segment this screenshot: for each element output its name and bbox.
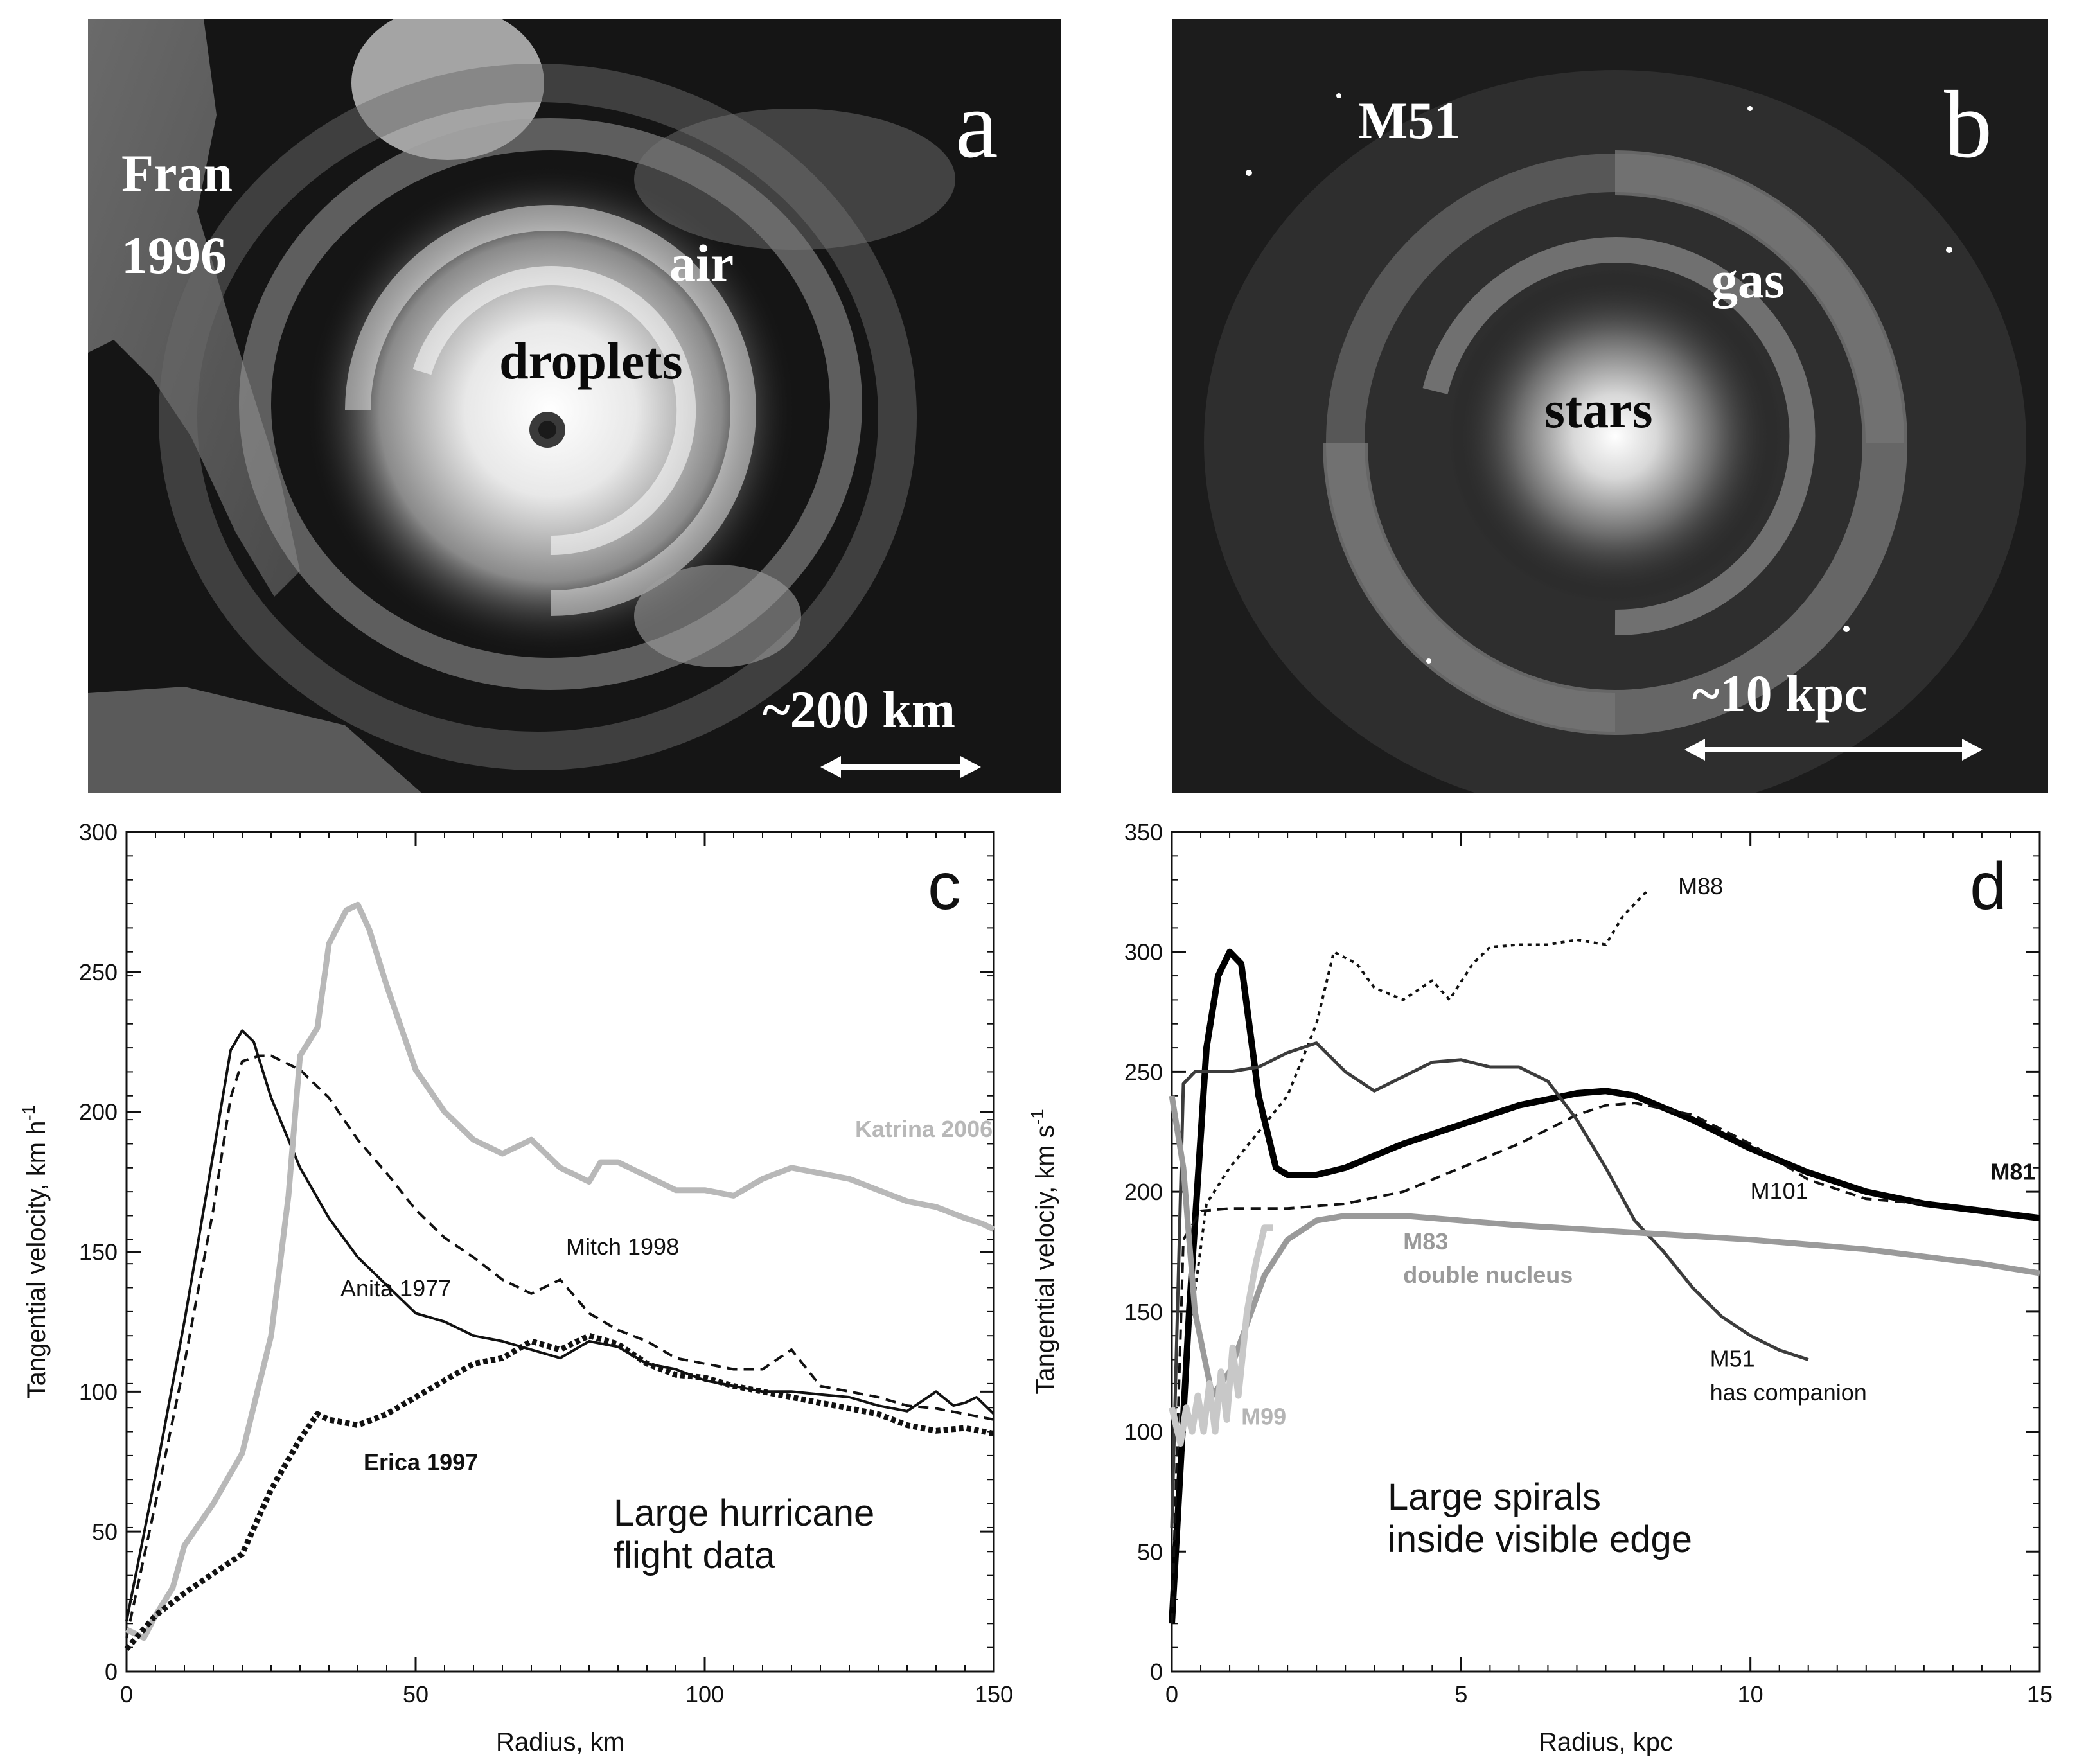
air-label: air bbox=[669, 234, 734, 292]
y-tick-label: 300 bbox=[79, 819, 118, 845]
y-tick-label: 250 bbox=[79, 959, 118, 985]
y-tick-label: 50 bbox=[92, 1519, 118, 1545]
y-tick-label: 150 bbox=[79, 1239, 118, 1266]
series-label: M81 bbox=[1990, 1158, 2035, 1185]
x-tick-label: 15 bbox=[2027, 1681, 2053, 1707]
series-label: M83 bbox=[1403, 1228, 1448, 1255]
series-label-line2: double nucleus bbox=[1403, 1262, 1573, 1288]
y-axis-title-exponent: -1 bbox=[1027, 1109, 1047, 1125]
x-axis-title-d: Radius, kpc bbox=[1539, 1728, 1673, 1756]
y-tick-label: 200 bbox=[1124, 1179, 1163, 1205]
stars-label: stars bbox=[1544, 380, 1653, 439]
y-axis-title-d: Tangential velociy, km s-1 bbox=[1027, 1109, 1059, 1394]
series-label: Katrina 2006 bbox=[855, 1116, 993, 1142]
hurricane-image bbox=[88, 19, 1061, 793]
y-tick-label: 250 bbox=[1124, 1059, 1163, 1085]
hurricane-photo-panel: Fran 1996 a air droplets ~200 km bbox=[88, 19, 1061, 793]
y-tick-label: 350 bbox=[1124, 819, 1163, 845]
y-tick-label: 0 bbox=[1150, 1659, 1163, 1685]
panel-letter-d: d bbox=[1970, 849, 2007, 924]
galaxy-image bbox=[1172, 19, 2048, 793]
gas-label: gas bbox=[1711, 251, 1785, 309]
y-tick-label: 0 bbox=[105, 1659, 118, 1685]
series-label-line2: has companion bbox=[1710, 1379, 1867, 1406]
scale-bar-label-b: ~10 kpc bbox=[1692, 664, 1868, 723]
series-line-m83-double-nucleus bbox=[1169, 1095, 2040, 1399]
chart-annotation-c: flight data bbox=[614, 1535, 775, 1576]
series-label: M51 bbox=[1710, 1346, 1755, 1372]
scale-bar-arrow-a bbox=[820, 756, 981, 778]
y-axis-title-exponent: -1 bbox=[19, 1105, 39, 1121]
y-tick-label: 200 bbox=[79, 1099, 118, 1125]
series-label: M99 bbox=[1241, 1403, 1286, 1429]
series-label: M88 bbox=[1678, 873, 1723, 899]
series-line-m99 bbox=[1169, 1224, 1273, 1447]
series-line-katrina-2006 bbox=[125, 901, 995, 1641]
panel-letter-a: a bbox=[955, 71, 998, 178]
x-tick-label: 150 bbox=[975, 1681, 1013, 1707]
series-line-m51-has-companion bbox=[1170, 1041, 1809, 1528]
x-tick-label: 0 bbox=[1165, 1681, 1178, 1707]
series-line-anita-1977 bbox=[125, 1029, 995, 1621]
y-tick-label: 150 bbox=[1124, 1299, 1163, 1325]
x-tick-label: 5 bbox=[1454, 1681, 1467, 1707]
panel-letter-b: b bbox=[1944, 71, 1992, 178]
y-tick-label: 300 bbox=[1124, 939, 1163, 966]
series-line-m88 bbox=[1171, 891, 1647, 1624]
galaxy-photo-panel: M51 b gas stars ~10 kpc bbox=[1172, 19, 2048, 793]
y-tick-label: 100 bbox=[1124, 1419, 1163, 1445]
series-label: M101 bbox=[1751, 1177, 1808, 1204]
series-line-m101 bbox=[1171, 1102, 1925, 1624]
plot-frame-c bbox=[125, 831, 995, 1673]
storm-name-label: Fran bbox=[121, 144, 233, 202]
series-line-mitch-1998 bbox=[125, 1054, 994, 1639]
x-tick-label: 10 bbox=[1738, 1681, 1763, 1707]
x-tick-label: 100 bbox=[685, 1681, 724, 1707]
x-tick-label: 0 bbox=[120, 1681, 133, 1707]
series-label: Anita 1977 bbox=[340, 1275, 451, 1301]
scale-bar-arrow-b bbox=[1684, 739, 1983, 761]
storm-year-label: 1996 bbox=[121, 226, 227, 285]
chart-c: 0 50 100 150 0 50 100 150 200 250 300 Radius, km Tan… bbox=[19, 819, 1013, 1756]
panel-letter-c: c bbox=[928, 849, 961, 924]
series-line-m81 bbox=[1169, 948, 2040, 1624]
series-label: Erica 1997 bbox=[364, 1449, 478, 1475]
chart-annotation-d: Large spirals bbox=[1388, 1476, 1601, 1518]
y-axis-title-c: Tangential velocity, km h-1 bbox=[19, 1105, 51, 1399]
scale-bar-label-a: ~200 km bbox=[763, 680, 956, 739]
galaxy-name-label: M51 bbox=[1358, 91, 1461, 150]
series-label: Mitch 1998 bbox=[566, 1233, 679, 1260]
chart-annotation-c: Large hurricane bbox=[614, 1492, 874, 1534]
droplets-label: droplets bbox=[499, 331, 683, 390]
y-tick-label: 50 bbox=[1137, 1539, 1163, 1565]
x-tick-label: 50 bbox=[403, 1681, 429, 1707]
y-tick-label: 100 bbox=[79, 1379, 118, 1405]
chart-annotation-d: inside visible edge bbox=[1388, 1519, 1692, 1560]
x-axis-title-c: Radius, km bbox=[496, 1728, 624, 1756]
